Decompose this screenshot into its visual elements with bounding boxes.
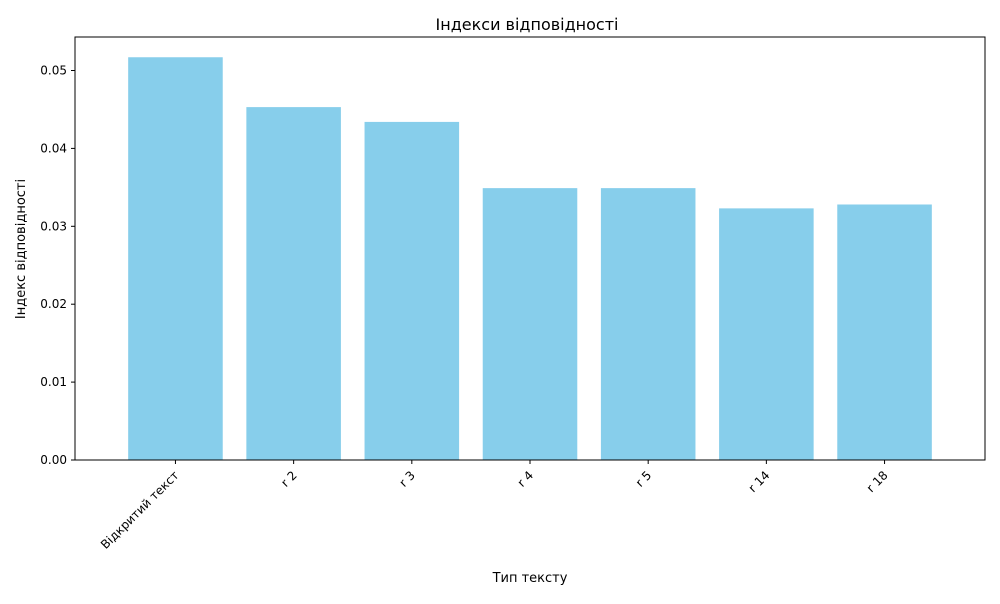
y-axis-ticks: 0.00 0.01 0.02 0.03 0.04 0.05 [40, 64, 75, 467]
y-tick-label: 0.04 [40, 141, 67, 155]
plot-frame [74, 36, 986, 461]
bar-6 [837, 204, 932, 460]
x-axis-label: Тип тексту [492, 571, 568, 586]
chart-title: Індекси відповідності [436, 15, 619, 34]
bar-0 [128, 57, 223, 460]
bar-1 [246, 107, 341, 461]
bar-4 [600, 188, 696, 460]
bars-group [128, 57, 932, 461]
bar-3 [482, 188, 578, 460]
bar-5 [719, 208, 814, 460]
y-tick-label: 0.01 [40, 375, 67, 389]
y-axis-label: Індекс відповідності [14, 179, 29, 319]
y-tick-label: 0.02 [40, 297, 67, 311]
y-tick-label: 0.00 [40, 453, 67, 467]
y-tick-label: 0.05 [40, 64, 67, 78]
y-tick-label: 0.03 [40, 219, 67, 233]
bar-2 [364, 121, 460, 460]
